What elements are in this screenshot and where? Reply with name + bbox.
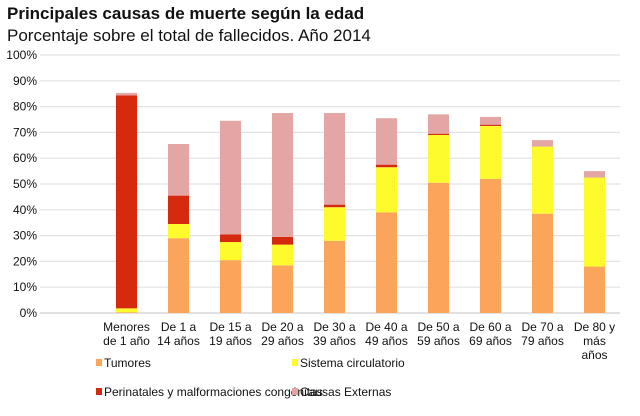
chart-subtitle: Porcentaje sobre el total de fallecidos.…: [7, 26, 371, 45]
bar-segment-sistema-circulatorio: [324, 207, 345, 241]
x-tick-label: De 30 a: [313, 320, 355, 334]
bar-segment-perinatales-y-malformaciones-cong-nitas: [168, 195, 189, 224]
legend-swatch: [96, 388, 102, 395]
bar-segment-causas-externas: [376, 118, 397, 165]
x-tick-label: 49 años: [365, 334, 408, 348]
legend-swatch: [292, 359, 298, 366]
y-tick-label: 40%: [13, 203, 37, 217]
bar-segment-perinatales-y-malformaciones-cong-nitas: [116, 95, 137, 309]
y-tick-label: 90%: [13, 74, 37, 88]
bar-segment-causas-externas: [428, 114, 449, 134]
y-tick-label: 70%: [13, 125, 37, 139]
bar-segment-tumores: [168, 238, 189, 313]
legend-label: Causas Externas: [300, 385, 391, 399]
x-tick-label: más: [583, 334, 606, 348]
bar-segment-causas-externas: [220, 120, 241, 235]
chart-title: Principales causas de muerte según la ed…: [7, 4, 365, 23]
bar-segment-tumores: [584, 266, 605, 313]
bar-segment-causas-externas: [272, 113, 293, 237]
bar-segment-sistema-circulatorio: [376, 167, 397, 213]
bar-segment-causas-externas: [480, 116, 501, 125]
bar-segment-perinatales-y-malformaciones-cong-nitas: [272, 236, 293, 245]
bar-segment-tumores: [220, 260, 241, 313]
x-tick-label: De 80 y: [574, 320, 615, 334]
x-tick-label: de 1 año: [103, 334, 150, 348]
bar-segment-sistema-circulatorio: [428, 134, 449, 183]
y-tick-label: 50%: [13, 177, 37, 191]
bar-segment-causas-externas: [116, 92, 137, 96]
legend-swatch: [96, 359, 102, 366]
bar-segment-tumores: [376, 212, 397, 313]
bar-segment-sistema-circulatorio: [220, 242, 241, 261]
x-tick-label: De 15 a: [209, 320, 251, 334]
legend-label: Tumores: [104, 356, 151, 370]
x-tick-label: 19 años: [209, 334, 252, 348]
bar-segment-perinatales-y-malformaciones-cong-nitas: [324, 204, 345, 208]
bar-segment-tumores: [272, 265, 293, 313]
bar-segment-causas-externas: [168, 144, 189, 196]
bar-segment-perinatales-y-malformaciones-cong-nitas: [376, 164, 397, 168]
bar-segment-tumores: [480, 178, 501, 313]
bar-segment-perinatales-y-malformaciones-cong-nitas: [480, 124, 501, 126]
bar-segment-sistema-circulatorio: [168, 223, 189, 239]
x-tick-label: De 70 a: [521, 320, 563, 334]
y-tick-label: 60%: [13, 151, 37, 165]
x-tick-label: De 20 a: [261, 320, 303, 334]
x-tick-label: 14 años: [157, 334, 200, 348]
y-tick-label: 80%: [13, 100, 37, 114]
bar-segment-causas-externas: [532, 140, 553, 147]
legend-swatch: [292, 388, 298, 395]
bar-segment-perinatales-y-malformaciones-cong-nitas: [428, 133, 449, 135]
y-tick-label: 30%: [13, 229, 37, 243]
x-tick-label: 29 años: [261, 334, 304, 348]
legend-label: Perinatales y malformaciones congénitas: [104, 385, 323, 399]
bar-segment-sistema-circulatorio: [480, 125, 501, 179]
y-tick-label: 10%: [13, 280, 37, 294]
x-tick-label: 79 años: [521, 334, 564, 348]
x-tick-label: 59 años: [417, 334, 460, 348]
bar-segment-sistema-circulatorio: [584, 177, 605, 267]
bar-segment-sistema-circulatorio: [272, 244, 293, 266]
bar-segment-sistema-circulatorio: [532, 146, 553, 214]
x-tick-label: De 50 a: [417, 320, 459, 334]
x-tick-label: 69 años: [469, 334, 512, 348]
x-tick-label: Menores: [103, 320, 150, 334]
y-tick-label: 100%: [6, 48, 37, 62]
bar-segment-tumores: [532, 213, 553, 313]
bar-segment-perinatales-y-malformaciones-cong-nitas: [220, 234, 241, 243]
bar-segment-causas-externas: [584, 171, 605, 178]
legend-label: Sistema circulatorio: [300, 356, 405, 370]
y-tick-label: 0%: [20, 306, 38, 320]
x-tick-label: 39 años: [313, 334, 356, 348]
bar-segment-tumores: [116, 312, 137, 313]
y-tick-label: 20%: [13, 254, 37, 268]
x-tick-label: De 60 a: [469, 320, 511, 334]
x-tick-label: años: [581, 348, 607, 362]
bar-segment-tumores: [428, 182, 449, 313]
x-tick-label: De 1 a: [161, 320, 197, 334]
x-tick-label: De 40 a: [365, 320, 407, 334]
bar-segment-tumores: [324, 240, 345, 313]
bar-segment-causas-externas: [324, 113, 345, 205]
bar-segment-sistema-circulatorio: [116, 308, 137, 313]
